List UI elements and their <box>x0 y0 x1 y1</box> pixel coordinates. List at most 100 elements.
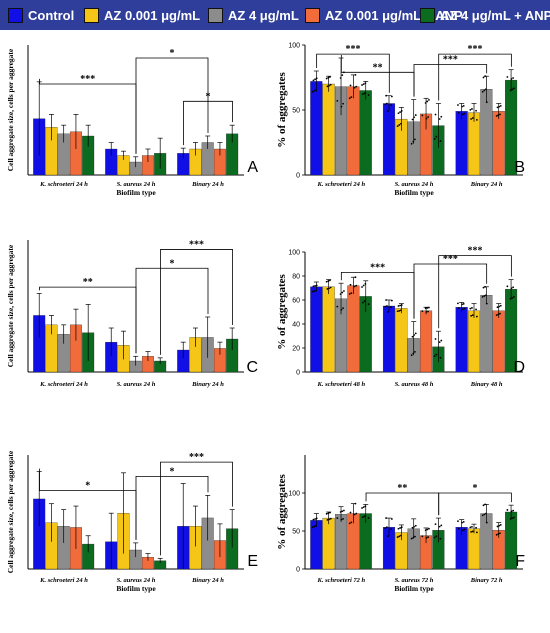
data-point <box>410 142 413 145</box>
bar <box>455 307 468 373</box>
data-point <box>327 280 330 282</box>
data-point <box>326 85 329 88</box>
data-point <box>434 523 437 526</box>
significance-label: ** <box>397 483 407 494</box>
data-point <box>506 509 509 511</box>
data-point <box>513 87 515 90</box>
data-point <box>481 514 484 517</box>
panel-letter: D <box>513 359 525 376</box>
data-point <box>484 75 487 78</box>
data-point <box>461 308 464 311</box>
data-point <box>483 295 486 297</box>
legend-swatch-az-high <box>208 8 223 23</box>
data-point <box>386 535 389 538</box>
bar <box>480 295 493 373</box>
data-point <box>463 528 466 531</box>
y-axis-title: Cell aggregate size, cells per aggregate <box>6 48 15 171</box>
x-axis-title: Biofilm type <box>116 584 156 593</box>
data-point <box>343 290 345 292</box>
data-point <box>386 311 389 313</box>
data-point <box>462 302 465 305</box>
category-label: K. schroeteri 24 h <box>316 181 365 188</box>
data-point <box>390 518 393 520</box>
data-point <box>461 521 463 524</box>
data-point <box>341 291 344 294</box>
data-point <box>475 109 477 112</box>
data-point <box>484 285 487 288</box>
significance-bracket <box>135 267 209 354</box>
data-point <box>411 335 414 338</box>
significance-bracket <box>365 492 440 516</box>
data-point <box>439 537 442 540</box>
data-point <box>350 521 353 524</box>
data-point <box>342 307 344 310</box>
data-point <box>336 305 339 308</box>
data-point <box>363 92 366 95</box>
data-point <box>361 301 364 304</box>
data-point <box>336 100 339 102</box>
category-label: Binary 24 h <box>191 381 224 388</box>
data-point <box>362 284 365 287</box>
y-axis-title: % of aggregates <box>276 72 288 148</box>
data-point <box>414 535 416 538</box>
data-point <box>327 76 330 79</box>
data-point <box>426 307 429 309</box>
data-point <box>511 517 514 520</box>
data-point <box>433 355 436 358</box>
category-label: S. aureus 24 h <box>117 381 156 388</box>
data-point <box>438 341 441 344</box>
significance-label: *** <box>189 452 204 463</box>
x-axis-title: Biofilm type <box>394 188 434 197</box>
y-axis-title: Cell aggregate size, cells per aggregate <box>6 450 15 573</box>
data-point <box>341 74 344 77</box>
category-label: S. aureus 24 h <box>395 181 434 188</box>
data-point <box>313 525 316 528</box>
data-point <box>384 527 387 530</box>
legend-item-az-high-anp: AZ 4 μg/mL + ANP <box>420 7 550 24</box>
data-point <box>390 306 392 309</box>
data-point <box>413 116 416 119</box>
significance-label: *** <box>468 44 483 55</box>
significance-bracket <box>160 461 233 556</box>
data-point <box>386 102 388 105</box>
data-point <box>497 114 500 117</box>
data-point <box>499 312 501 315</box>
data-point <box>349 84 352 87</box>
data-point <box>314 284 316 287</box>
panel-letter: E <box>247 553 258 570</box>
legend-swatch-az-low <box>84 8 99 23</box>
data-point <box>312 79 315 82</box>
data-point <box>340 518 343 521</box>
bar <box>382 103 396 176</box>
data-point <box>485 512 487 515</box>
data-point <box>327 512 330 515</box>
bar <box>492 111 505 176</box>
data-point <box>499 524 502 526</box>
legend-label-az-high-anp: AZ 4 μg/mL + ANP <box>440 8 550 23</box>
data-point <box>354 502 357 505</box>
data-point <box>315 517 318 520</box>
y-tick-label: 100 <box>288 250 300 257</box>
data-point <box>367 517 370 519</box>
panel-E: K. schroeteri 24 h S. aureus 24 h Binary 2… <box>6 450 258 593</box>
data-point <box>349 511 352 514</box>
data-point <box>390 95 393 98</box>
legend-label-az-low: AZ 0.001 μg/mL <box>104 8 201 23</box>
data-point <box>512 286 515 289</box>
data-point <box>428 98 430 101</box>
data-point <box>336 517 339 519</box>
data-point <box>328 84 330 87</box>
data-point <box>511 296 514 299</box>
data-point <box>481 90 484 93</box>
category-label: S. aureus 24 h <box>117 181 156 188</box>
data-point <box>513 295 515 298</box>
data-point <box>509 297 512 300</box>
data-point <box>421 535 424 538</box>
data-point <box>312 285 315 288</box>
data-point <box>435 535 438 538</box>
significance-label: *** <box>189 239 204 250</box>
category-label: Binary 24 h <box>191 181 224 188</box>
